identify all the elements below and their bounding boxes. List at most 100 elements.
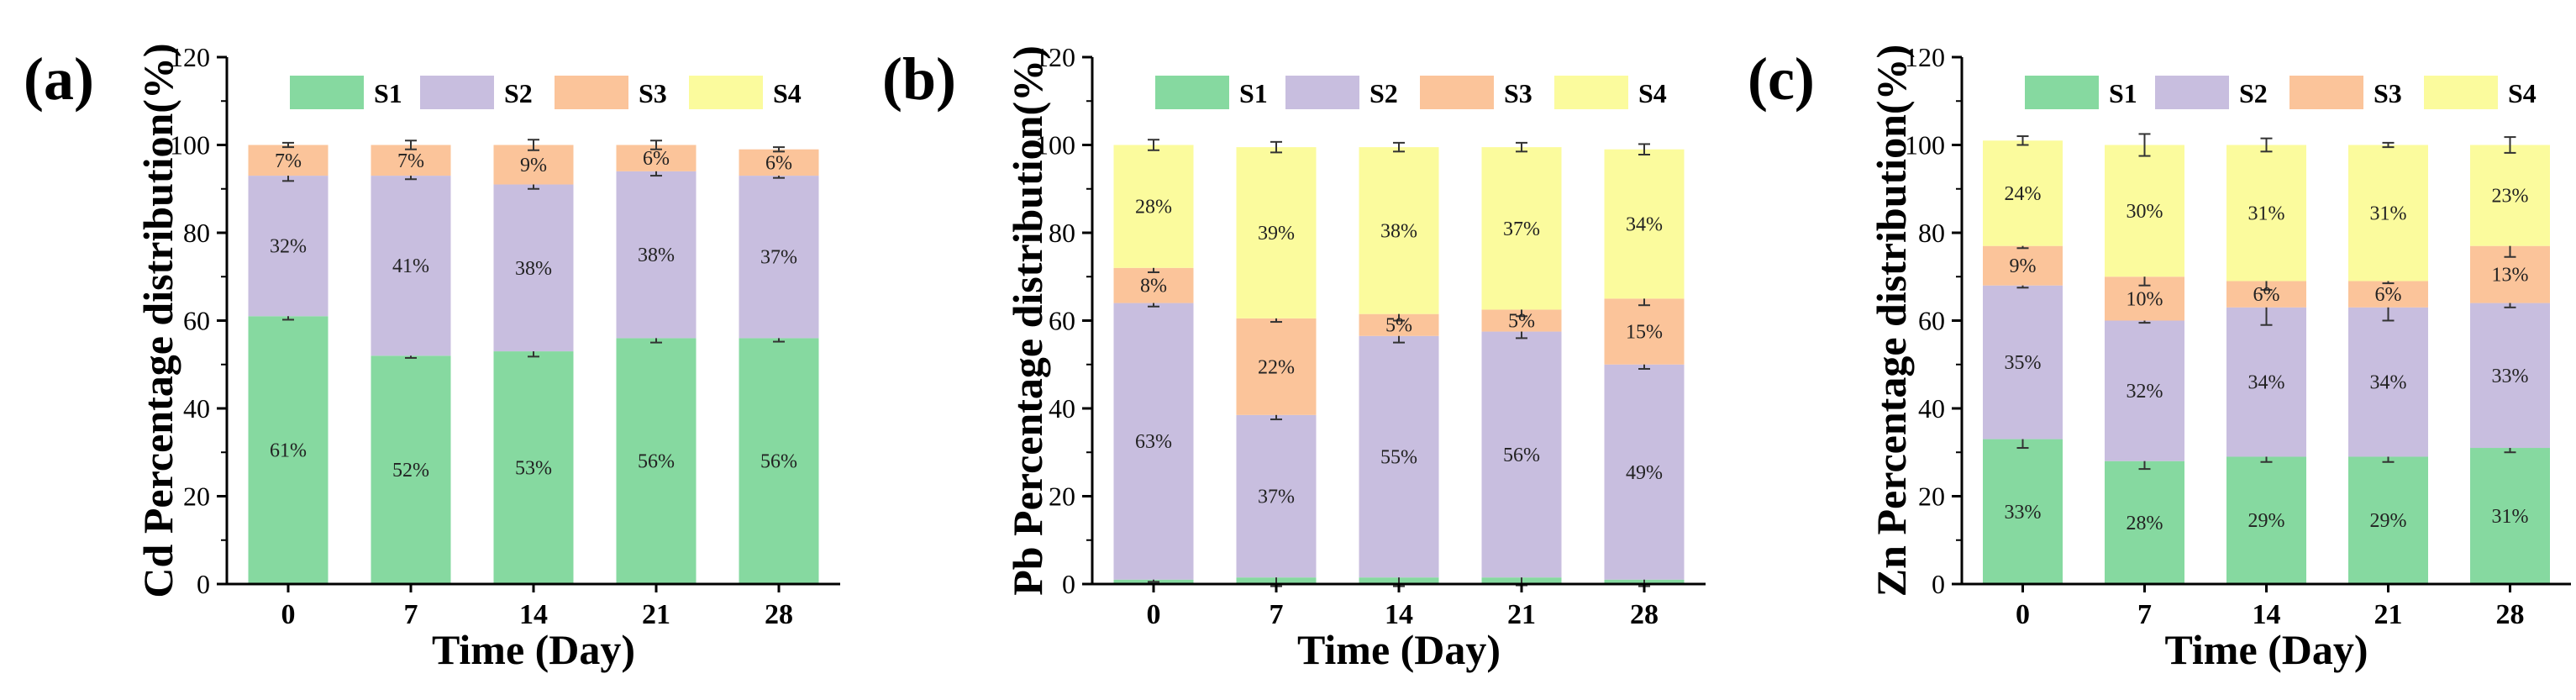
data-label: 6% [2375,284,2402,306]
bar-segment-s4 [1113,145,1194,268]
y-tick-label: 20 [1918,482,1945,512]
bar-segment-s4 [2348,145,2428,282]
data-label: 34% [2370,372,2407,394]
panel-label: (b) [882,45,956,113]
x-tick-label: 21 [1507,599,1536,630]
bar-segment-s1 [2470,448,2550,584]
error-bar [1270,140,1282,154]
y-tick-label: 0 [1062,569,1075,599]
y-tick-label: 100 [170,130,210,161]
data-label: 28% [2127,513,2163,534]
data-label: 41% [392,255,429,277]
x-tick-label: 21 [2374,599,2403,630]
y-tick-label: 80 [183,218,210,248]
data-label: 38% [515,258,552,280]
y-tick-label: 20 [183,482,210,512]
panel-label: (a) [24,45,94,113]
data-label: 34% [1626,214,1663,236]
x-tick-label: 7 [1270,599,1284,630]
bar-segment-s1 [739,338,819,584]
data-label: 5% [1385,315,1412,337]
bar-segment-s1 [1983,439,2063,584]
data-label: 8% [1140,276,1167,297]
data-label: 13% [2492,265,2529,287]
bar-segment-s1 [616,338,697,584]
error-bar [773,146,785,153]
bar-segment-s3 [2348,281,2428,308]
data-label: 23% [2492,186,2529,208]
data-label: 38% [638,245,675,266]
y-tick-label: 100 [1035,130,1075,161]
y-tick-label: 20 [1049,482,1075,512]
legend-label-s1: S1 [1239,78,1268,108]
y-axis-label: Pb Percentage distribution(%) [1004,45,1051,596]
y-tick-label: 40 [1049,393,1075,424]
bar-segment-s3 [493,145,574,185]
data-label: 10% [2127,288,2163,310]
error-bar [2504,136,2516,154]
bar-segment-s3 [1113,267,1194,303]
data-label: 53% [515,458,552,480]
bar-segment-s4 [1983,140,2063,246]
data-label: 55% [1380,446,1417,468]
y-tick-label: 120 [1905,42,1945,72]
chart-panel-2: (b) Pb Percentage distribution(%) Time (Da… [882,42,1706,673]
legend-swatch-s3 [1420,76,1494,109]
bar-segment-s4 [2226,145,2306,282]
bar-segment-s2 [2105,320,2184,461]
error-bar [2382,141,2395,149]
y-axis-label: Zn Percentage distribution(%) [1868,45,1915,597]
chart-panel-3: (c) Zn Percentage distribution(%) Time (Da… [1748,42,2571,673]
y-tick-label: 120 [1035,42,1075,72]
data-label: 56% [638,451,675,473]
data-label: 29% [2248,510,2285,532]
legend-swatch-s1 [2025,76,2099,109]
data-label: 49% [1626,462,1663,484]
bar-segment-s2 [1983,285,2063,439]
legend-label-s3: S3 [1504,78,1532,108]
bar-segment-s4 [1236,147,1317,318]
bar-segment-s2 [493,184,574,352]
data-label: 22% [1258,356,1295,378]
y-tick-label: 120 [170,42,210,72]
x-tick-label: 28 [765,599,793,630]
legend-label-s2: S2 [1369,78,1398,108]
bar-segment-s1 [493,351,574,584]
error-bar [2138,133,2151,157]
data-label: 61% [270,440,307,462]
chart-panel-1: (a) Cd Percentage distribution(%) Time (Da… [24,42,840,673]
x-tick-label: 7 [404,599,418,630]
data-label: 6% [2253,284,2280,306]
data-label: 30% [2127,201,2163,223]
y-tick-label: 100 [1905,130,1945,161]
data-label: 32% [270,236,307,258]
error-bar [1148,139,1159,151]
data-label: 6% [765,152,792,174]
panel-label: (c) [1748,45,1815,113]
legend-label-s4: S4 [1638,78,1667,108]
x-tick-label: 28 [2496,599,2525,630]
y-tick-label: 0 [197,569,210,599]
bar-segment-s1 [2105,461,2184,584]
data-label: 15% [1626,322,1663,344]
legend-swatch-s2 [1285,76,1359,109]
data-label: 31% [2492,506,2529,528]
error-bar [282,141,294,149]
x-tick-label: 14 [2253,599,2281,630]
bar-segment-s2 [1236,414,1317,578]
bar-segment-s2 [2348,307,2428,457]
data-label: 29% [2370,510,2407,532]
bar-segment-s3 [1604,298,1685,365]
legend-swatch-s4 [1554,76,1628,109]
bar-segment-s4 [2105,145,2184,277]
data-label: 34% [2248,372,2285,394]
x-tick-label: 0 [281,599,296,630]
bar-segment-s4 [1359,147,1439,314]
y-tick-label: 0 [1932,569,1945,599]
bar-segment-s1 [248,316,329,584]
legend-label-s2: S2 [2239,78,2268,108]
x-tick-label: 0 [2016,599,2030,630]
data-label: 7% [397,150,424,172]
y-tick-label: 80 [1918,218,1945,248]
bar-segment-s4 [1604,149,1685,299]
